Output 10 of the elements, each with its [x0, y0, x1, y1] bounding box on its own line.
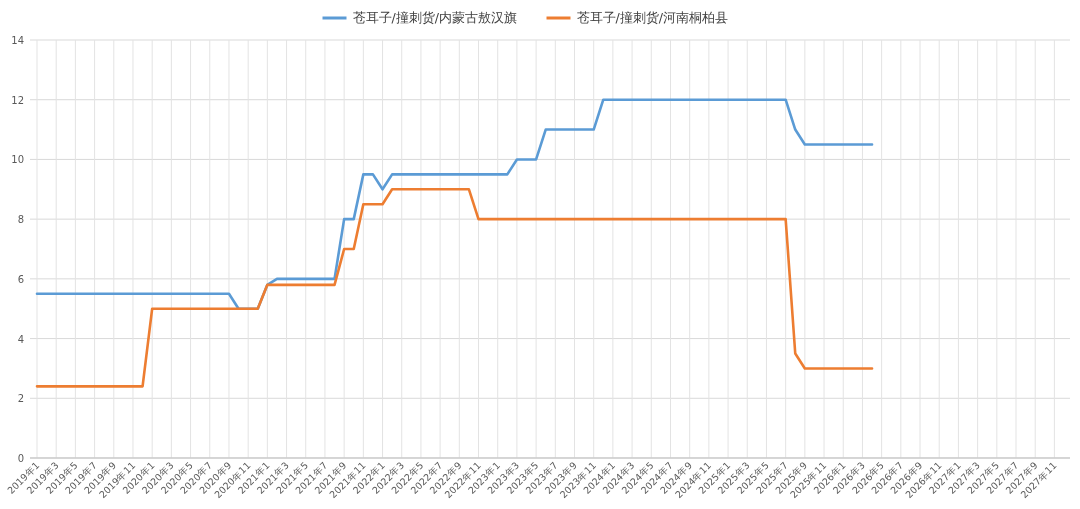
y-tick-label: 6	[17, 273, 24, 285]
y-tick-label: 4	[17, 333, 24, 345]
y-tick-label: 8	[17, 214, 24, 226]
y-tick-label: 14	[11, 35, 24, 46]
y-tick-label: 2	[17, 393, 24, 405]
y-tick-label: 10	[11, 154, 24, 166]
legend-label: 苍耳子/撞刺货/内蒙古敖汉旗	[352, 10, 517, 25]
y-tick-label: 0	[17, 453, 24, 464]
y-tick-label: 12	[11, 94, 24, 106]
legend-label: 苍耳子/撞刺货/河南桐柏县	[576, 10, 728, 25]
